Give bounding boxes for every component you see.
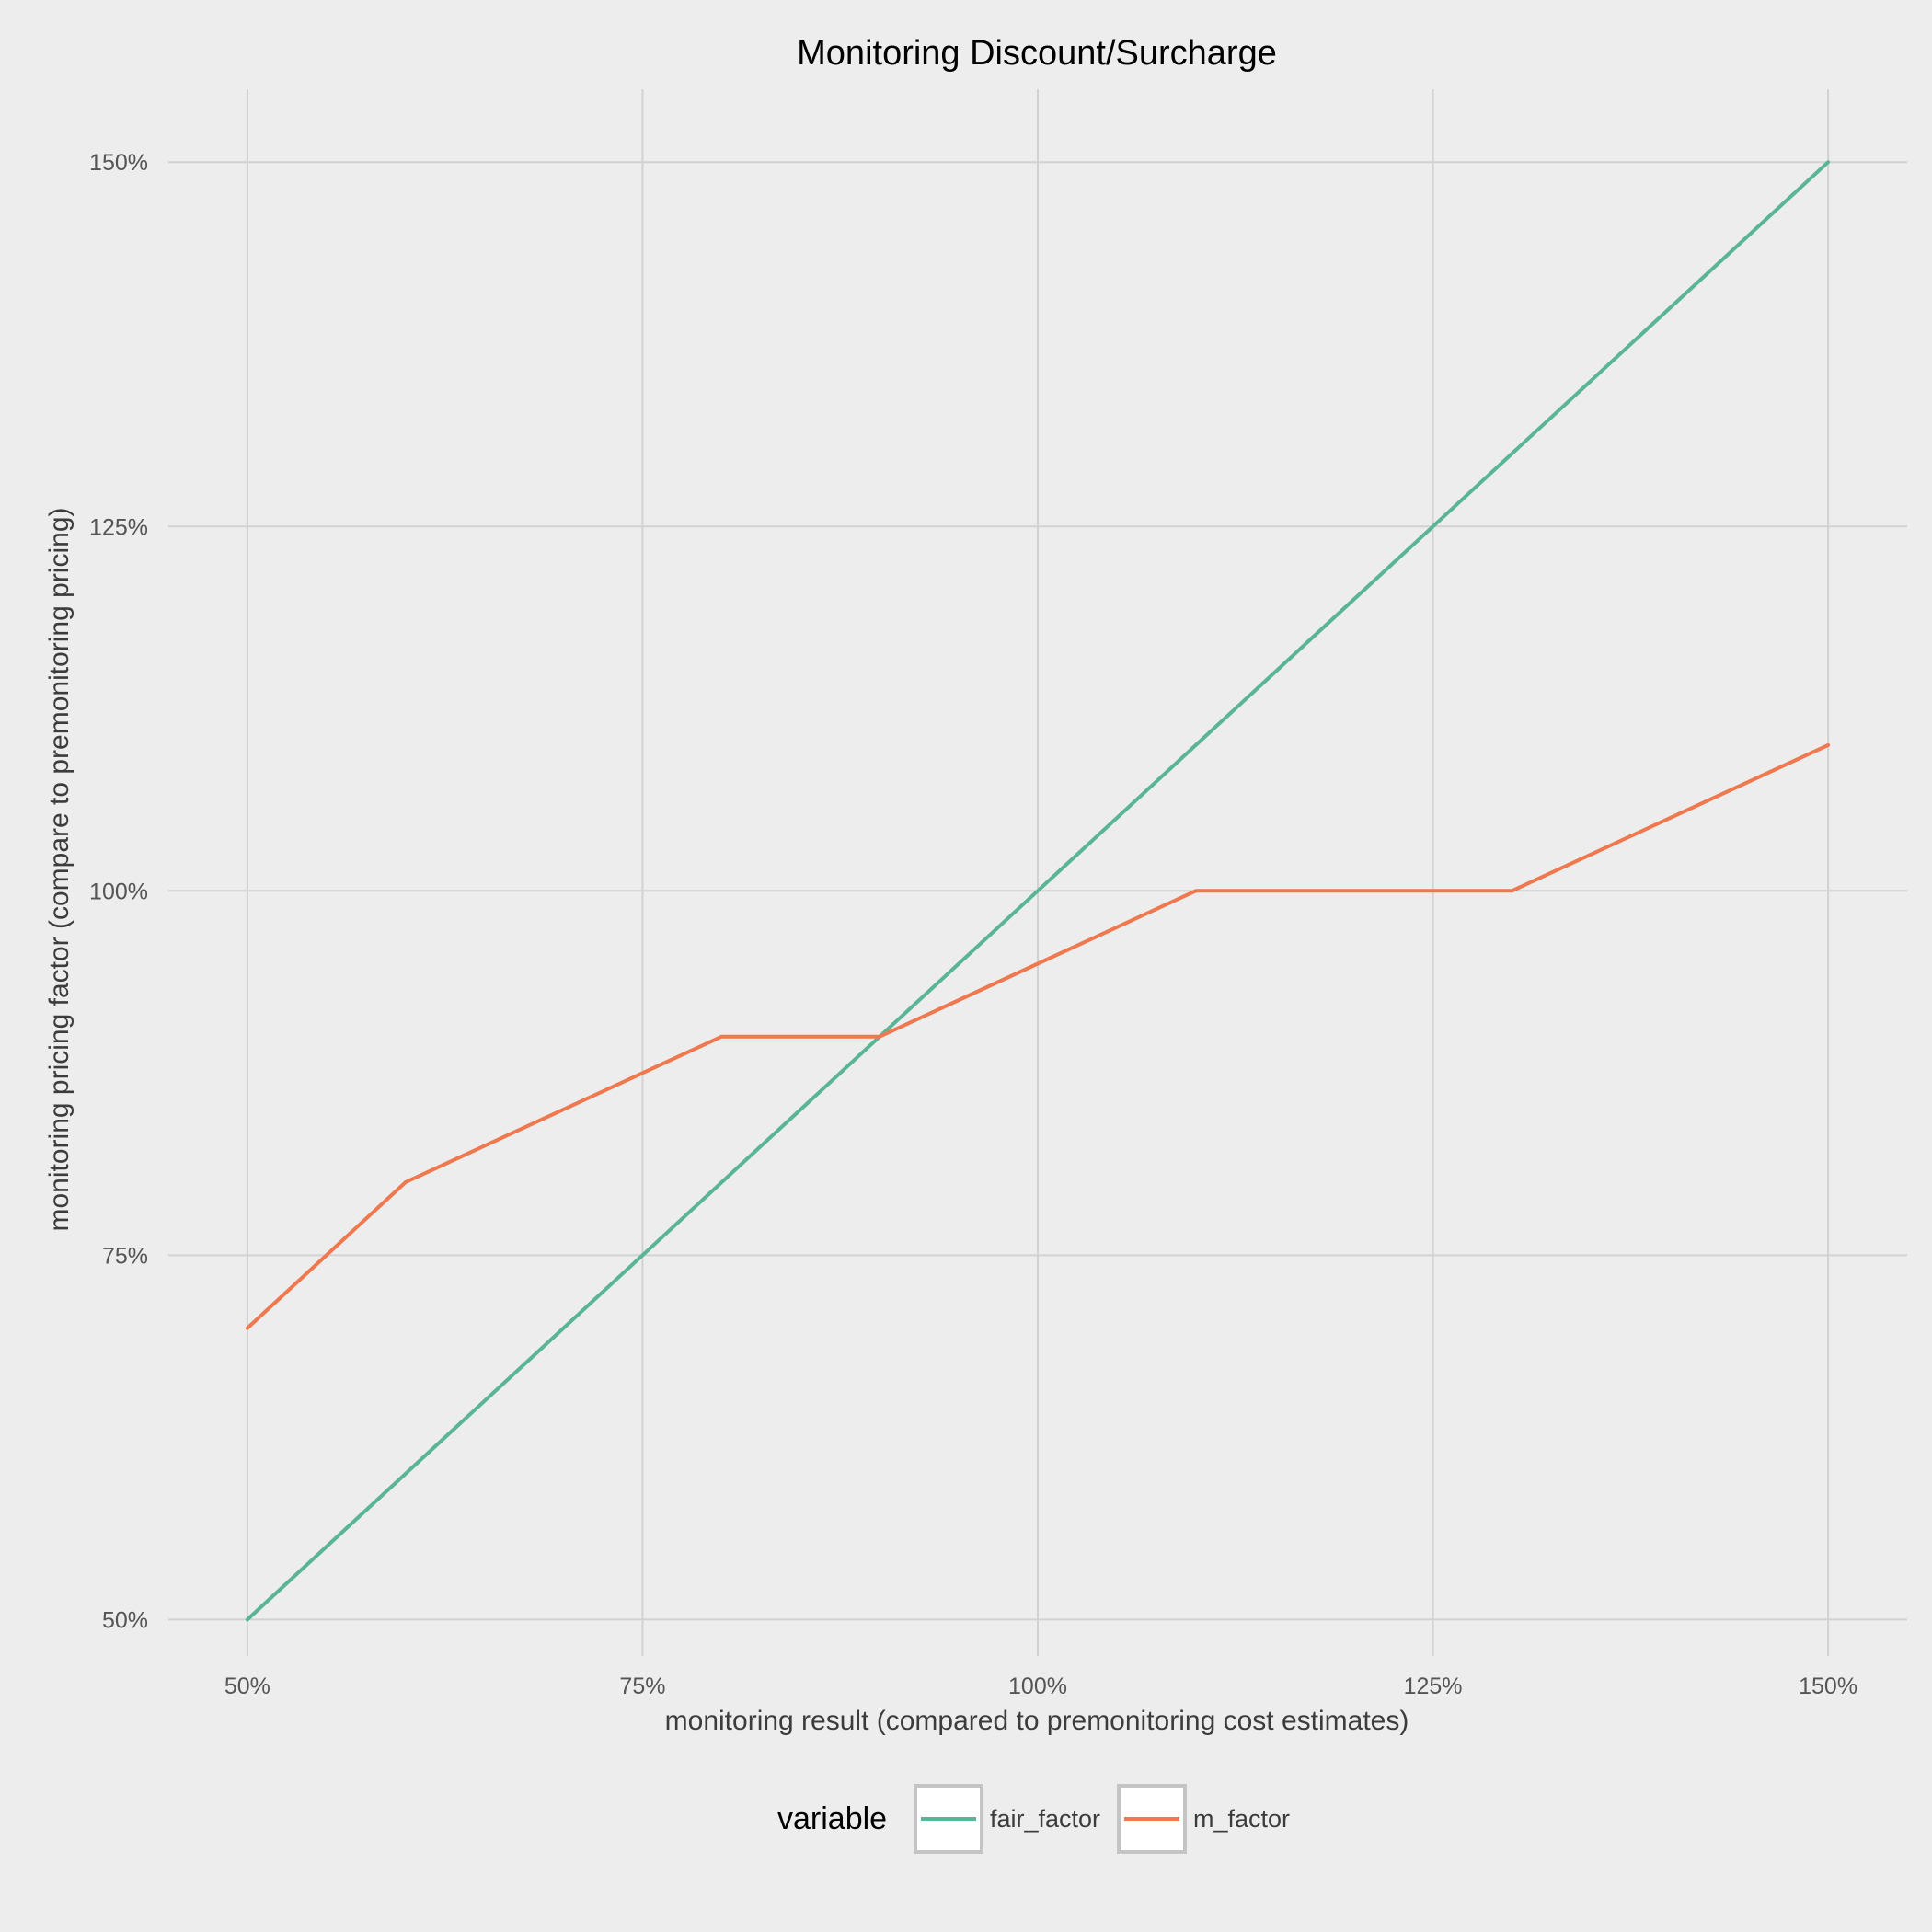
gridlines [168, 89, 1907, 1656]
x-axis-title: monitoring result (compared to premonito… [665, 1706, 1409, 1736]
legend: variable fair_factor m_factor [777, 1784, 1290, 1854]
y-axis-ticks: 50% 75% 100% 125% 150% [89, 150, 148, 1633]
legend-label-fair-factor: fair_factor [990, 1805, 1100, 1833]
y-tick-label: 150% [89, 150, 148, 176]
chart-title: Monitoring Discount/Surcharge [797, 34, 1277, 73]
x-tick-label: 100% [1008, 1673, 1067, 1699]
x-tick-label: 150% [1799, 1673, 1857, 1699]
y-tick-label: 50% [102, 1607, 148, 1633]
series-line-m-factor [245, 742, 1831, 1330]
y-tick-label: 75% [102, 1243, 148, 1269]
y-tick-label: 125% [89, 514, 148, 540]
legend-title: variable [777, 1801, 887, 1836]
series-line-fair-factor [245, 160, 1831, 1622]
x-tick-label: 50% [224, 1673, 270, 1699]
x-tick-label: 75% [619, 1673, 665, 1699]
y-tick-label: 100% [89, 879, 148, 904]
x-tick-label: 125% [1404, 1673, 1463, 1699]
series-lines [245, 160, 1831, 1622]
legend-label-m-factor: m_factor [1193, 1805, 1290, 1833]
y-axis-title: monitoring pricing factor (compare to pr… [44, 507, 75, 1231]
x-axis-ticks: 50% 75% 100% 125% 150% [224, 1673, 1857, 1699]
